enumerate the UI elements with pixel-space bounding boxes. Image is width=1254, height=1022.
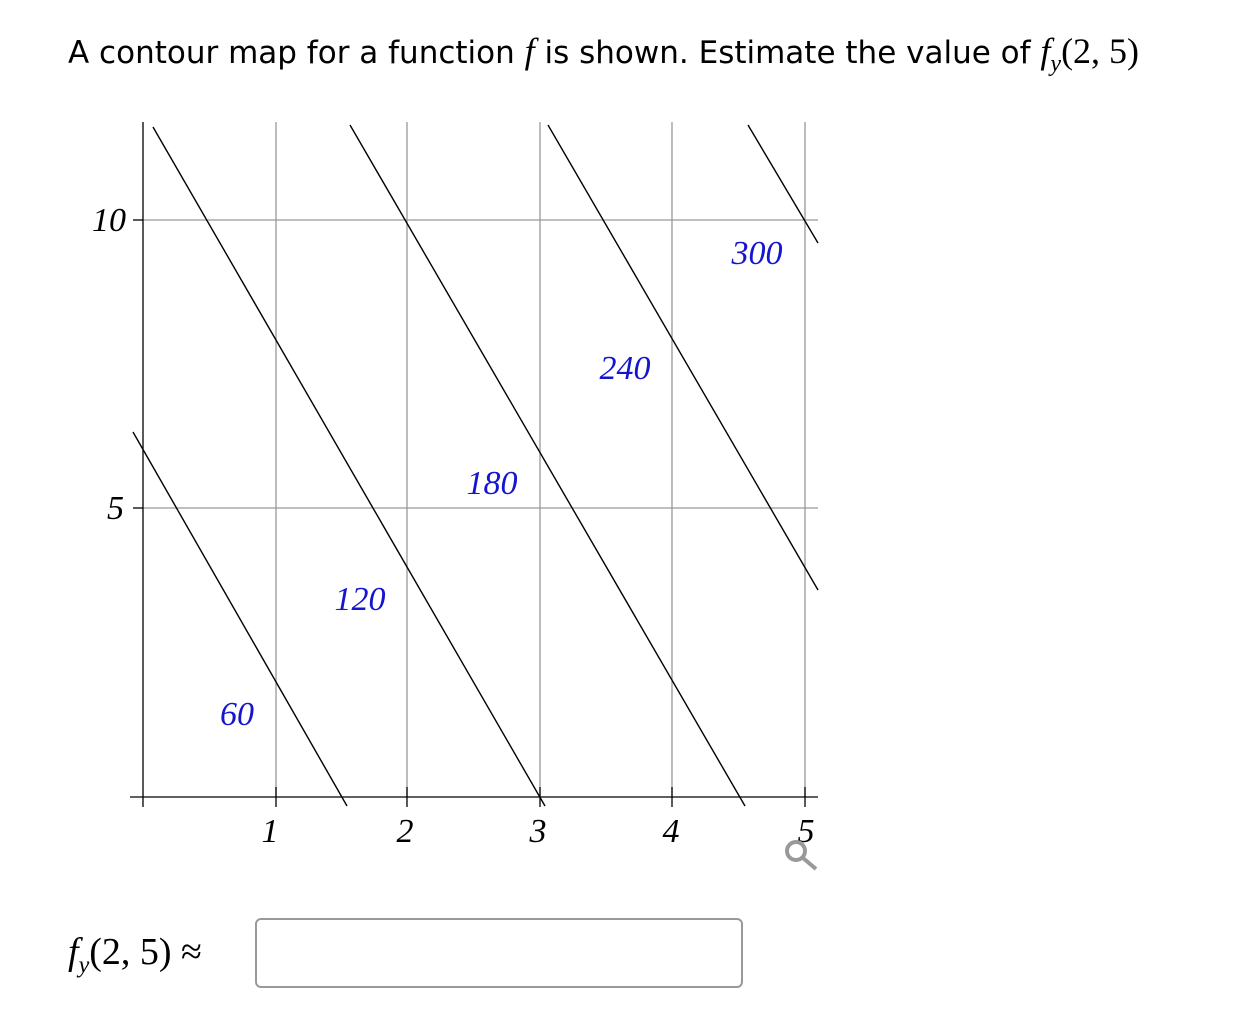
- y-tick-label: 10: [92, 202, 126, 239]
- x-tick-label: 1: [262, 813, 279, 850]
- contour-label: 300: [731, 235, 783, 272]
- contour-line: [152, 126, 546, 807]
- contour-line: [747, 124, 819, 244]
- contour-label: 120: [335, 581, 386, 618]
- x-tick-label: 4: [663, 813, 680, 850]
- arguments: (2, 5): [1061, 31, 1140, 71]
- contour-line: [132, 431, 348, 807]
- contour-label: 60: [220, 696, 254, 733]
- function-name: f: [524, 31, 535, 71]
- question: A contour map for a function f is shown.…: [68, 30, 1139, 78]
- contour-label: 240: [600, 350, 651, 387]
- y-tick-label: 5: [107, 490, 124, 527]
- x-tick-label: 3: [529, 813, 547, 850]
- function-name: f: [68, 931, 79, 973]
- x-tick-label: 2: [397, 813, 414, 850]
- answer-label: fy(2, 5) ≈: [68, 930, 202, 980]
- function-name: f: [1040, 31, 1051, 71]
- approx-sign: ≈: [181, 931, 202, 973]
- contour-line: [349, 124, 746, 807]
- x-tick-label: 5: [798, 813, 815, 850]
- arguments: (2, 5): [89, 931, 172, 973]
- question-text: is shown. Estimate the value of: [544, 35, 1031, 71]
- subscript: y: [1050, 51, 1062, 78]
- contour-line: [547, 124, 819, 591]
- question-text: A contour map for a function: [68, 35, 515, 71]
- subscript: y: [78, 952, 90, 979]
- zoom-icon[interactable]: [785, 840, 818, 871]
- answer-input[interactable]: [255, 918, 743, 988]
- contour-label: 180: [467, 465, 518, 502]
- expression: fy(2, 5): [1040, 31, 1140, 77]
